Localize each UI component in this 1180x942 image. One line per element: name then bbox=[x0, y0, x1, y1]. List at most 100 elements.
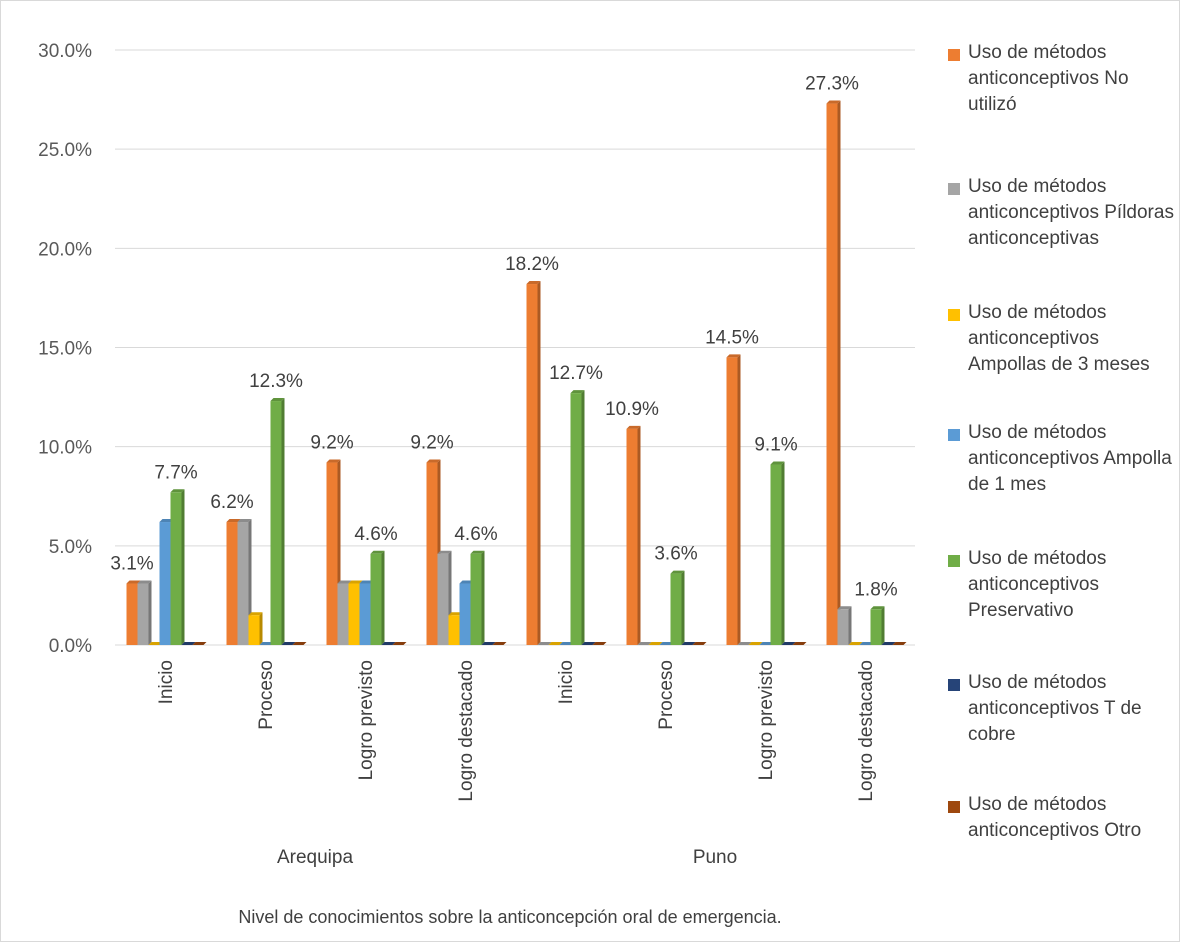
bar-top bbox=[348, 580, 363, 584]
bar-side bbox=[581, 390, 585, 645]
bar-top bbox=[737, 642, 752, 645]
bar-top bbox=[426, 459, 441, 463]
bar bbox=[270, 401, 282, 645]
bar-top bbox=[637, 642, 652, 645]
bar bbox=[226, 522, 238, 645]
bar bbox=[170, 492, 182, 645]
bar-top bbox=[492, 642, 507, 645]
bar-top bbox=[781, 642, 796, 645]
data-label: 3.1% bbox=[110, 554, 153, 575]
bar bbox=[337, 583, 349, 645]
bar bbox=[370, 553, 382, 645]
y-tick-label: 10.0% bbox=[38, 438, 92, 459]
data-label: 12.7% bbox=[549, 363, 603, 384]
y-tick-label: 30.0% bbox=[38, 41, 92, 62]
bar-top bbox=[770, 461, 785, 465]
bar-top bbox=[359, 580, 374, 584]
bar bbox=[448, 615, 460, 645]
bar-side bbox=[181, 489, 185, 645]
bar-side bbox=[481, 550, 485, 645]
data-label: 3.6% bbox=[654, 544, 697, 565]
bar-top bbox=[470, 550, 485, 554]
data-label: 9.2% bbox=[310, 433, 353, 454]
data-label: 1.8% bbox=[854, 579, 897, 600]
bar bbox=[470, 553, 482, 645]
bar-top bbox=[581, 642, 596, 645]
legend-label: Uso de métodos anticonceptivos T de cobr… bbox=[968, 672, 1142, 745]
bar bbox=[770, 464, 782, 645]
bar-side bbox=[148, 580, 152, 645]
data-label: 9.2% bbox=[410, 433, 453, 454]
bar-top bbox=[759, 642, 774, 645]
bar-top bbox=[826, 100, 841, 104]
bar-top bbox=[570, 390, 585, 394]
data-label: 10.9% bbox=[605, 399, 659, 420]
bar-top bbox=[248, 612, 263, 616]
bar-top bbox=[226, 519, 241, 523]
bar bbox=[870, 609, 882, 645]
bar-top bbox=[392, 642, 407, 645]
bar bbox=[837, 609, 849, 645]
legend-label: Uso de métodos anticonceptivos Ampolla d… bbox=[968, 422, 1172, 495]
bar bbox=[670, 573, 682, 645]
bar-top bbox=[892, 642, 907, 645]
data-label: 14.5% bbox=[705, 327, 759, 348]
legend-swatch bbox=[948, 183, 960, 195]
bar bbox=[459, 583, 471, 645]
data-label: 7.7% bbox=[154, 462, 197, 483]
bar bbox=[326, 462, 338, 645]
bar-top bbox=[870, 606, 885, 610]
bar-top bbox=[837, 606, 852, 610]
bar-top bbox=[148, 642, 163, 645]
x-tick-label: Logro destacado bbox=[456, 660, 477, 802]
bar bbox=[237, 522, 249, 645]
bar-top bbox=[559, 642, 574, 645]
legend-swatch bbox=[948, 429, 960, 441]
x-tick-label: Logro previsto bbox=[756, 660, 777, 780]
bar-top bbox=[281, 642, 296, 645]
bar bbox=[359, 583, 371, 645]
bar bbox=[159, 522, 171, 645]
bar-side bbox=[881, 606, 885, 645]
x-tick-label: Proceso bbox=[256, 660, 277, 730]
bar-top bbox=[326, 459, 341, 463]
bar-top bbox=[748, 642, 763, 645]
y-tick-label: 0.0% bbox=[49, 636, 92, 657]
bar bbox=[126, 583, 138, 645]
bar-top bbox=[859, 642, 874, 645]
bar bbox=[248, 615, 260, 645]
bar-top bbox=[848, 642, 863, 645]
bar-top bbox=[259, 642, 274, 645]
bar bbox=[526, 284, 538, 645]
bar-side bbox=[259, 612, 263, 645]
bar-top bbox=[881, 642, 896, 645]
legend-swatch bbox=[948, 309, 960, 321]
bar-top bbox=[137, 580, 152, 584]
data-label: 4.6% bbox=[354, 524, 397, 545]
legend-swatch bbox=[948, 555, 960, 567]
data-label: 27.3% bbox=[805, 74, 859, 95]
x-tick-label: Inicio bbox=[556, 660, 577, 704]
bar-top bbox=[381, 642, 396, 645]
data-label: 9.1% bbox=[754, 435, 797, 456]
bar-top bbox=[726, 354, 741, 358]
bar-top bbox=[292, 642, 307, 645]
data-label: 6.2% bbox=[210, 492, 253, 513]
x-tick-label: Proceso bbox=[656, 660, 677, 730]
y-tick-label: 15.0% bbox=[38, 339, 92, 360]
bar-top bbox=[481, 642, 496, 645]
bar-top bbox=[648, 642, 663, 645]
legend-swatch bbox=[948, 49, 960, 61]
bar-side bbox=[781, 461, 785, 645]
bar-top bbox=[548, 642, 563, 645]
bar-top bbox=[459, 580, 474, 584]
bar-top bbox=[159, 519, 174, 523]
bar-side bbox=[737, 354, 741, 645]
y-tick-label: 5.0% bbox=[49, 537, 92, 558]
bar-top bbox=[192, 642, 207, 645]
legend-swatch bbox=[948, 679, 960, 691]
bar bbox=[726, 357, 738, 645]
bar bbox=[826, 103, 838, 646]
